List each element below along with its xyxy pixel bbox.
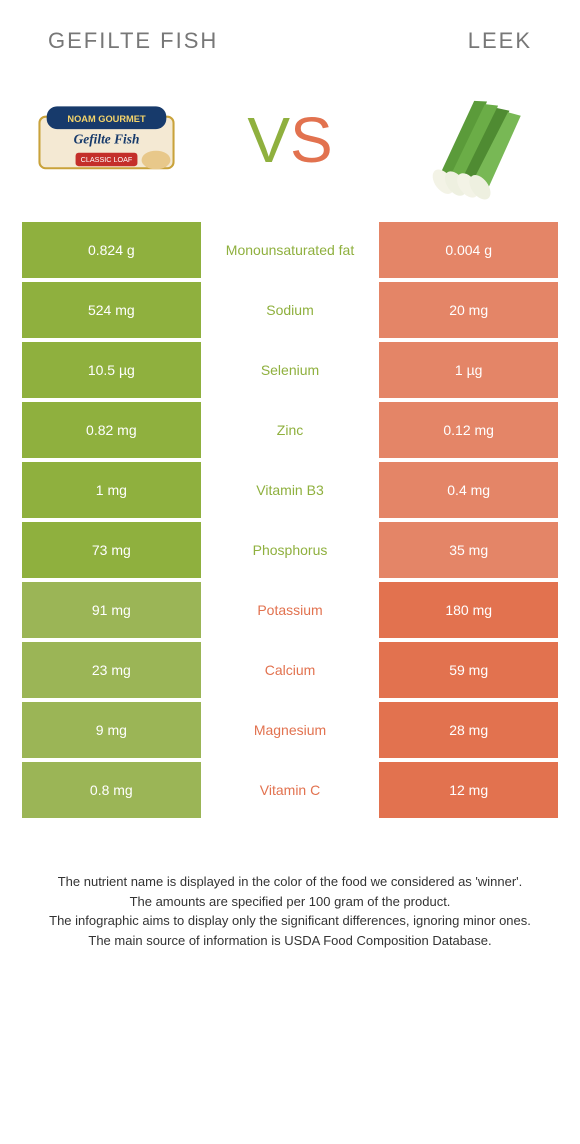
table-row: 73 mgPhosphorus35 mg [22, 522, 558, 578]
footer-line: The main source of information is USDA F… [36, 931, 544, 951]
value-b: 0.4 mg [379, 462, 558, 518]
vs-s: S [290, 103, 333, 177]
table-row: 9 mgMagnesium28 mg [22, 702, 558, 758]
table-row: 1 mgVitamin B30.4 mg [22, 462, 558, 518]
header: Gefilte fish Leek [0, 0, 580, 70]
images-row: NOAM GOURMET Gefilte Fish CLASSIC LOAF V… [0, 70, 580, 222]
gefilte-fish-icon: NOAM GOURMET Gefilte Fish CLASSIC LOAF [24, 94, 189, 187]
value-a: 91 mg [22, 582, 201, 638]
table-row: 10.5 µgSelenium1 µg [22, 342, 558, 398]
value-a: 1 mg [22, 462, 201, 518]
food-b-image [391, 80, 556, 200]
value-a: 0.8 mg [22, 762, 201, 818]
food-a-title: Gefilte fish [48, 28, 218, 54]
table-row: 91 mgPotassium180 mg [22, 582, 558, 638]
value-b: 0.12 mg [379, 402, 558, 458]
nutrient-label: Phosphorus [201, 522, 380, 578]
nutrient-label: Zinc [201, 402, 380, 458]
table-row: 0.8 mgVitamin C12 mg [22, 762, 558, 818]
svg-text:CLASSIC LOAF: CLASSIC LOAF [81, 155, 133, 164]
table-row: 524 mgSodium20 mg [22, 282, 558, 338]
value-a: 524 mg [22, 282, 201, 338]
value-b: 1 µg [379, 342, 558, 398]
table-row: 23 mgCalcium59 mg [22, 642, 558, 698]
value-b: 28 mg [379, 702, 558, 758]
nutrient-label: Selenium [201, 342, 380, 398]
footer-line: The nutrient name is displayed in the co… [36, 872, 544, 892]
vs-label: VS [247, 103, 332, 177]
value-b: 35 mg [379, 522, 558, 578]
value-b: 180 mg [379, 582, 558, 638]
footer-notes: The nutrient name is displayed in the co… [0, 822, 580, 990]
value-a: 73 mg [22, 522, 201, 578]
nutrient-label: Vitamin B3 [201, 462, 380, 518]
value-b: 12 mg [379, 762, 558, 818]
leek-icon [400, 80, 548, 200]
table-row: 0.82 mgZinc0.12 mg [22, 402, 558, 458]
table-row: 0.824 gMonounsaturated fat0.004 g [22, 222, 558, 278]
food-a-image: NOAM GOURMET Gefilte Fish CLASSIC LOAF [24, 80, 189, 200]
value-a: 23 mg [22, 642, 201, 698]
value-b: 0.004 g [379, 222, 558, 278]
value-a: 0.824 g [22, 222, 201, 278]
footer-line: The amounts are specified per 100 gram o… [36, 892, 544, 912]
nutrient-label: Calcium [201, 642, 380, 698]
svg-text:Gefilte Fish: Gefilte Fish [74, 131, 140, 146]
value-a: 0.82 mg [22, 402, 201, 458]
infographic: Gefilte fish Leek NOAM GOURMET Gefilte F… [0, 0, 580, 990]
nutrient-label: Vitamin C [201, 762, 380, 818]
nutrient-label: Magnesium [201, 702, 380, 758]
value-b: 59 mg [379, 642, 558, 698]
value-b: 20 mg [379, 282, 558, 338]
nutrient-label: Potassium [201, 582, 380, 638]
footer-line: The infographic aims to display only the… [36, 911, 544, 931]
value-a: 10.5 µg [22, 342, 201, 398]
svg-text:NOAM GOURMET: NOAM GOURMET [67, 113, 146, 123]
nutrient-label: Sodium [201, 282, 380, 338]
vs-v: V [247, 103, 290, 177]
food-b-title: Leek [468, 28, 532, 54]
comparison-table: 0.824 gMonounsaturated fat0.004 g524 mgS… [22, 222, 558, 818]
value-a: 9 mg [22, 702, 201, 758]
nutrient-label: Monounsaturated fat [201, 222, 380, 278]
